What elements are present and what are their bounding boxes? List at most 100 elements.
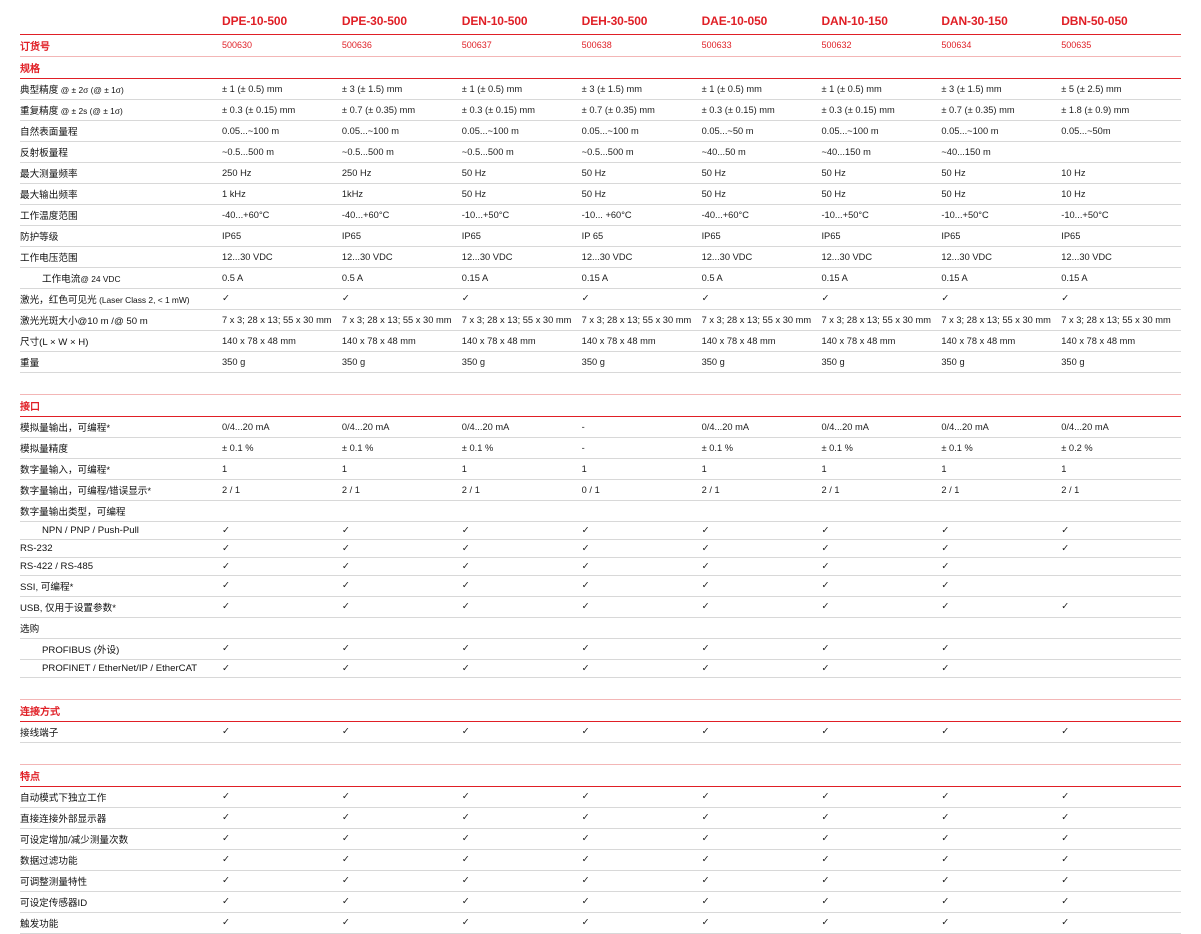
cell-value: 12...30 VDC <box>821 251 873 262</box>
row-3-0-cell-2: ✓ <box>461 786 582 808</box>
check-icon: ✓ <box>581 917 590 929</box>
row-0-11-cell-5: 7 x 3; 28 x 13; 55 x 30 mm <box>821 309 942 331</box>
row-3-3-cell-6: ✓ <box>941 849 1062 871</box>
cell-value: ± 0.1 % <box>341 442 374 453</box>
row-label: 工作电流@ 24 VDC <box>20 267 222 289</box>
cell-value: ± 0.7 (± 0.35) mm <box>341 104 416 115</box>
row-1-0-cell-0: 0/4...20 mA <box>222 416 342 438</box>
check-icon: ✓ <box>821 542 830 554</box>
section-title: 接口 <box>20 393 222 417</box>
section-title: 规格 <box>20 55 222 79</box>
check-icon: ✓ <box>461 833 470 845</box>
cell-value: 7 x 3; 28 x 13; 55 x 30 mm <box>581 314 692 325</box>
check-icon: ✓ <box>341 896 350 908</box>
row-0-13-cell-2: 350 g <box>461 351 582 373</box>
row-3-3-cell-3: ✓ <box>581 849 702 871</box>
cell-value: 0.05...~100 m <box>461 125 519 136</box>
row-0-10-cell-2: ✓ <box>461 288 582 310</box>
section-header-filler-4 <box>701 393 822 417</box>
row-3-5-cell-5: ✓ <box>821 891 942 913</box>
row-label: 模拟量输出，可编程* <box>20 416 222 438</box>
row-3-0-cell-6: ✓ <box>941 786 1062 808</box>
check-icon: ✓ <box>1061 791 1070 803</box>
section-header-filler-1 <box>341 763 462 787</box>
row-2-0-cell-3: ✓ <box>581 721 702 743</box>
cell-value: 350 g <box>341 356 366 367</box>
row-3-1-cell-2: ✓ <box>461 807 582 829</box>
row-1-5-cell-2: ✓ <box>461 521 582 540</box>
row-3-2-cell-2: ✓ <box>461 828 582 850</box>
cell-value: 50 Hz <box>461 167 487 178</box>
cell-value: ± 0.3 (± 0.15) mm <box>821 104 895 115</box>
check-icon: ✓ <box>941 833 950 845</box>
section-header-filler-5 <box>821 763 942 787</box>
row-label: 模拟量精度 <box>20 437 222 459</box>
row-1-7-cell-5: ✓ <box>821 557 942 576</box>
row-3-5-cell-3: ✓ <box>581 891 702 913</box>
row-1-10-cell-4 <box>701 617 822 639</box>
check-icon: ✓ <box>222 917 230 929</box>
row-1-6-cell-7: ✓ <box>1061 539 1182 558</box>
cell-value: 0.05...~100 m <box>821 125 879 136</box>
row-0-2-cell-4: 0.05...~50 m <box>701 120 822 142</box>
row-0-8-cell-6: 12...30 VDC <box>941 246 1062 268</box>
check-icon: ✓ <box>821 580 830 592</box>
column-header-6: DAN-30-150 <box>941 13 1008 28</box>
cell-value: 10 Hz <box>1061 188 1086 199</box>
row-0-2-cell-6: 0.05...~100 m <box>941 120 1062 142</box>
row-0-9-cell-0: 0.5 A <box>222 267 342 289</box>
cell-value: IP 65 <box>581 230 604 241</box>
row-label: NPN / PNP / Push-Pull <box>20 521 222 540</box>
row-0-4-cell-3: 50 Hz <box>581 162 702 184</box>
row-label: 最大测量频率 <box>20 162 222 184</box>
row-label: RS-422 / RS-485 <box>20 557 222 576</box>
row-1-2-cell-0: 1 <box>222 458 342 480</box>
row-1-3-cell-6: 2 / 1 <box>941 479 1062 501</box>
cell-value: ± 0.1 % <box>941 442 973 453</box>
row-3-0-cell-5: ✓ <box>821 786 942 808</box>
row-0-10-cell-0: ✓ <box>222 288 342 310</box>
row-1-1-cell-5: ± 0.1 % <box>821 437 942 459</box>
specification-table: DPE-10-500 DPE-30-500 DEN-10-500 DEH-30-… <box>20 0 1182 934</box>
row-2-0-cell-0: ✓ <box>222 721 342 743</box>
check-icon: ✓ <box>1061 601 1070 613</box>
row-3-4-cell-5: ✓ <box>821 870 942 892</box>
row-1-6-cell-6: ✓ <box>941 539 1062 558</box>
cell-value: ± 0.1 % <box>821 442 853 453</box>
check-icon: ✓ <box>222 833 230 845</box>
check-icon: ✓ <box>222 643 230 655</box>
row-2-0-cell-7: ✓ <box>1061 721 1182 743</box>
cell-value: 140 x 78 x 48 mm <box>461 335 536 346</box>
row-1-4-cell-6 <box>941 500 1062 522</box>
row-0-5-cell-6: 50 Hz <box>941 183 1062 205</box>
cell-value: ± 1 (± 0.5) mm <box>461 83 523 94</box>
cell-value: 1 <box>1061 463 1067 474</box>
row-label: 数字量输出，可编程/错误显示* <box>20 479 222 501</box>
row-0-5-cell-4: 50 Hz <box>701 183 822 205</box>
row-1-12-cell-0: ✓ <box>222 659 342 678</box>
row-0-10-cell-1: ✓ <box>341 288 462 310</box>
row-0-8-cell-7: 12...30 VDC <box>1061 246 1182 268</box>
cell-value: 140 x 78 x 48 mm <box>1061 335 1136 346</box>
check-icon: ✓ <box>222 896 230 908</box>
row-1-12-cell-3: ✓ <box>581 659 702 678</box>
check-icon: ✓ <box>821 791 830 803</box>
row-label-sub: @ ± 2σ (@ ± 1σ) <box>58 84 124 95</box>
cell-value: 1 <box>941 463 947 474</box>
check-icon: ✓ <box>581 524 590 536</box>
row-1-0-cell-7: 0/4...20 mA <box>1061 416 1182 438</box>
row-1-9-cell-1: ✓ <box>341 596 462 618</box>
cell-value: 0.05...~100 m <box>941 125 999 136</box>
cell-value: 140 x 78 x 48 mm <box>941 335 1016 346</box>
row-3-1-cell-1: ✓ <box>341 807 462 829</box>
check-icon: ✓ <box>1061 812 1070 824</box>
section-spacer <box>20 372 1181 394</box>
row-0-3-cell-6: ~40...150 m <box>941 141 1062 163</box>
row-0-6-cell-6: -10...+50°C <box>941 204 1062 226</box>
check-icon: ✓ <box>461 812 470 824</box>
check-icon: ✓ <box>701 580 710 592</box>
check-icon: ✓ <box>941 542 950 554</box>
cell-value: ± 0.1 % <box>461 442 494 453</box>
row-0-9-cell-4: 0.5 A <box>701 267 822 289</box>
